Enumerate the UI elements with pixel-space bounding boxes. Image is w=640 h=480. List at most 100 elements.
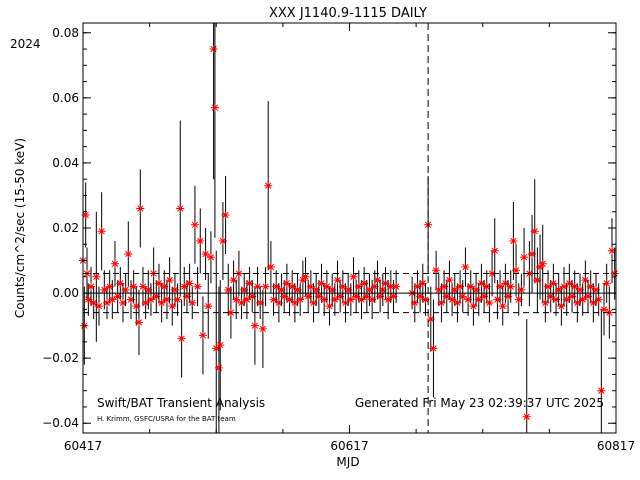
asterisk-marker xyxy=(118,298,127,307)
data-point xyxy=(317,263,326,303)
asterisk-marker xyxy=(144,285,153,294)
asterisk-marker xyxy=(177,334,186,343)
asterisk-marker xyxy=(357,295,366,304)
asterisk-marker xyxy=(193,282,202,291)
data-point xyxy=(568,280,577,313)
year-label: 2024 xyxy=(10,37,41,51)
data-point xyxy=(121,273,130,307)
asterisk-marker xyxy=(469,302,478,311)
asterisk-marker xyxy=(296,295,305,304)
x-tick-label: 60817 xyxy=(597,439,635,453)
asterisk-marker xyxy=(134,318,143,327)
asterisk-marker xyxy=(496,282,505,291)
asterisk-marker xyxy=(86,282,95,291)
asterisk-marker xyxy=(168,302,177,311)
data-point xyxy=(322,270,331,303)
asterisk-marker xyxy=(242,295,251,304)
asterisk-marker xyxy=(421,295,430,304)
data-point xyxy=(584,280,593,313)
asterisk-marker xyxy=(432,266,441,275)
data-point xyxy=(378,273,387,307)
data-point xyxy=(210,23,219,238)
asterisk-marker xyxy=(437,298,446,307)
data-point xyxy=(413,270,422,303)
data-point xyxy=(86,267,95,307)
asterisk-marker xyxy=(570,282,579,291)
data-point xyxy=(536,234,545,300)
asterisk-marker xyxy=(552,295,561,304)
asterisk-marker xyxy=(557,302,566,311)
data-point xyxy=(437,283,446,323)
data-point xyxy=(509,201,518,281)
asterisk-marker xyxy=(381,279,390,288)
data-point xyxy=(301,257,310,297)
data-point xyxy=(485,283,494,323)
data-point xyxy=(602,263,611,303)
asterisk-marker xyxy=(245,279,254,288)
asterisk-marker xyxy=(280,292,289,301)
asterisk-marker xyxy=(477,279,486,288)
data-point xyxy=(418,263,427,303)
data-point xyxy=(552,283,561,316)
asterisk-marker xyxy=(362,292,371,301)
data-point xyxy=(198,296,207,375)
data-point xyxy=(89,286,98,320)
data-point xyxy=(562,283,571,316)
data-point xyxy=(376,280,385,313)
asterisk-marker xyxy=(126,295,135,304)
asterisk-marker xyxy=(581,276,590,285)
chart-title: XXX J1140.9-1115 DAILY xyxy=(269,6,427,21)
data-point xyxy=(370,270,379,303)
data-point xyxy=(392,270,401,303)
asterisk-marker xyxy=(328,285,337,294)
y-tick-label: 0.00 xyxy=(52,286,79,300)
asterisk-marker xyxy=(266,263,275,272)
asterisk-marker xyxy=(105,282,114,291)
data-point xyxy=(426,286,435,352)
asterisk-marker xyxy=(162,295,171,304)
asterisk-marker xyxy=(152,292,161,301)
data-point xyxy=(224,263,233,316)
asterisk-marker xyxy=(533,276,542,285)
asterisk-marker xyxy=(138,282,147,291)
asterisk-marker xyxy=(277,285,286,294)
asterisk-marker xyxy=(445,276,454,285)
data-point xyxy=(293,273,302,307)
asterisk-marker xyxy=(346,295,355,304)
data-point xyxy=(201,228,210,281)
data-point xyxy=(124,221,133,287)
asterisk-marker xyxy=(418,279,427,288)
data-point xyxy=(442,280,451,313)
asterisk-marker xyxy=(573,298,582,307)
data-point xyxy=(173,283,182,316)
data-point xyxy=(488,250,497,297)
asterisk-marker xyxy=(450,285,459,294)
asterisk-marker xyxy=(92,272,101,281)
asterisk-marker xyxy=(108,295,117,304)
asterisk-marker xyxy=(434,285,443,294)
asterisk-marker xyxy=(565,279,574,288)
data-point xyxy=(204,273,213,339)
asterisk-marker xyxy=(560,282,569,291)
analysis-label: Swift/BAT Transient Analysis xyxy=(97,396,265,410)
data-point xyxy=(504,280,513,313)
data-point xyxy=(600,283,609,336)
asterisk-marker xyxy=(485,298,494,307)
data-point xyxy=(196,208,205,274)
data-point xyxy=(190,185,199,264)
x-tick-label: 60417 xyxy=(64,439,102,453)
data-point xyxy=(458,280,467,313)
asterisk-marker xyxy=(209,45,218,54)
data-point xyxy=(129,270,138,303)
asterisk-marker xyxy=(170,285,179,294)
asterisk-marker xyxy=(165,276,174,285)
data-point xyxy=(256,286,265,320)
asterisk-marker xyxy=(182,292,191,301)
data-point xyxy=(597,309,606,433)
data-point xyxy=(352,280,361,313)
asterisk-marker xyxy=(344,285,353,294)
asterisk-marker xyxy=(229,276,238,285)
data-point xyxy=(328,273,337,307)
asterisk-marker xyxy=(221,210,230,219)
